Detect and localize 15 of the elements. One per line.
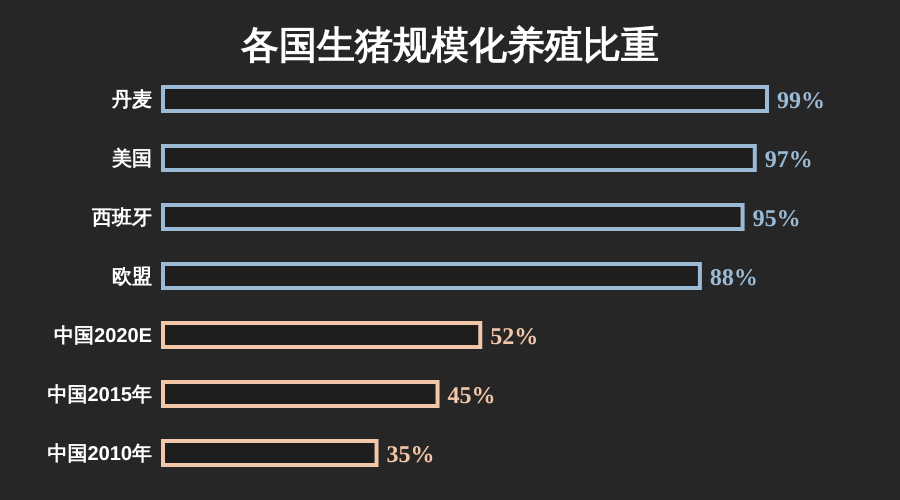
chart-title: 各国生猪规模化养殖比重	[240, 24, 659, 67]
y-tick-label: 欧盟	[112, 266, 152, 288]
y-tick-label: 丹麦	[111, 89, 152, 111]
data-label: 99%	[777, 88, 825, 114]
y-tick-label: 西班牙	[91, 207, 152, 229]
y-tick-label: 中国2020E	[54, 325, 152, 347]
data-label: 97%	[764, 147, 813, 173]
y-tick-label: 中国2015年	[48, 384, 152, 406]
data-label: 88%	[710, 265, 758, 291]
data-label: 95%	[752, 206, 801, 232]
data-label: 35%	[386, 442, 435, 468]
data-label: 52%	[490, 324, 538, 350]
y-tick-label: 美国	[111, 147, 152, 170]
y-tick-label: 中国2010年	[48, 443, 152, 465]
data-label: 45%	[448, 383, 496, 409]
